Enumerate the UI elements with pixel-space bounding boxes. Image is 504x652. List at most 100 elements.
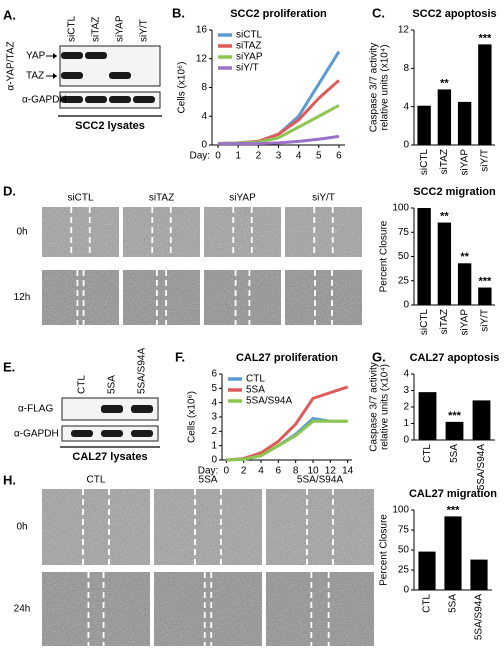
x-tick-label: 4	[296, 151, 302, 162]
x-tick-label: 0	[215, 151, 221, 162]
chart-title: CAL27 proliferation	[236, 352, 338, 364]
band	[71, 430, 93, 437]
band	[85, 96, 107, 103]
timepoint-label: 0h	[16, 522, 27, 533]
y-tick-label: 0	[211, 455, 217, 466]
bar	[457, 263, 472, 305]
y-tick-label: 3	[211, 412, 217, 423]
x-tick-label: 2	[241, 466, 247, 477]
x-tick-label: siY/T	[480, 149, 491, 172]
antibody: α-YAP/TAZ	[6, 41, 17, 90]
lane-label: 5SA	[107, 375, 118, 394]
panel-letter: F.	[175, 349, 185, 364]
bar	[418, 392, 437, 440]
lane-label: siY/T	[312, 193, 335, 204]
significance-label: ***	[478, 275, 492, 287]
micrograph-texture	[42, 207, 119, 257]
x-tick-label: 8	[293, 466, 299, 477]
y-tick-label: 75	[398, 525, 410, 536]
y-tick-label: 0	[201, 140, 207, 151]
significance-label: ***	[448, 410, 462, 422]
y-tick-label: 2	[211, 426, 217, 437]
band	[61, 96, 83, 103]
x-tick-label: CTL	[422, 444, 433, 463]
bar	[444, 516, 462, 590]
bar	[457, 101, 472, 145]
x-tick-label: 6	[276, 466, 282, 477]
x-tick-label: 5SA/S94A	[476, 444, 487, 490]
caption: CAL27 lysates	[72, 451, 147, 463]
micrograph-texture	[266, 572, 374, 646]
timepoint-label: 24h	[14, 604, 31, 615]
timepoint-label: 12h	[14, 292, 31, 303]
band	[131, 405, 153, 413]
x-tick-label: siYAP	[459, 309, 470, 336]
x-tick-label: siCTL	[419, 309, 430, 336]
y-tick-label: 16	[196, 25, 208, 36]
y-tick-label: 50	[398, 545, 410, 556]
band-label: TAZ	[26, 71, 44, 82]
y-tick-label: 8	[403, 63, 409, 74]
y-tick-label: 2	[403, 402, 409, 413]
panel-letter: D.	[3, 183, 16, 198]
x-tick-label: 14	[342, 466, 354, 477]
band-label: YAP	[26, 51, 46, 62]
band	[85, 52, 107, 59]
y-tick-label: 5	[211, 383, 217, 394]
chart-title: SCC2 apoptosis	[412, 8, 496, 20]
lane-label: siCTL	[67, 15, 78, 42]
micrograph-texture	[285, 270, 362, 325]
lane-label: 5SA/S94A	[297, 475, 343, 486]
caption: SCC2 lysates	[75, 120, 145, 132]
y-axis-label: Caspase 3/7 activity	[369, 43, 380, 133]
x-tick-label: 5SA/S94A	[474, 594, 485, 640]
legend-label: CTL	[246, 374, 265, 385]
band	[131, 430, 153, 437]
legend-label: 5SA	[246, 385, 265, 396]
panel-letter: G.	[372, 349, 386, 364]
x-tick-label: 0	[224, 466, 230, 477]
lane-label: 5SA/S94A	[137, 348, 148, 394]
y-tick-label: 0	[403, 585, 409, 596]
panel-letter: C.	[372, 5, 385, 20]
bar	[437, 222, 452, 305]
y-tick-label: 25	[398, 565, 410, 576]
band	[133, 96, 155, 103]
bar	[437, 89, 452, 145]
antibody: α-FLAG	[18, 404, 53, 415]
x-tick-label: siY/T	[480, 309, 491, 332]
x-tick-label: 12	[325, 466, 337, 477]
significance-label: **	[440, 210, 449, 222]
x-tick-label: siCTL	[419, 149, 430, 176]
micrograph-texture	[154, 572, 262, 646]
x-tick-label: siYAP	[459, 149, 470, 176]
chart-title: SCC2 migration	[413, 186, 496, 198]
y-tick-label: 100	[392, 505, 409, 516]
lane-label: siTAZ	[91, 17, 102, 42]
x-tick-label: siTAZ	[439, 309, 450, 334]
x-tick-label: 2	[256, 151, 262, 162]
micrograph-texture	[123, 207, 200, 257]
band	[101, 430, 123, 437]
legend-label: siCTL	[236, 30, 263, 41]
band	[101, 405, 123, 413]
y-axis-label: Percent Closure	[379, 514, 390, 586]
bar	[470, 559, 488, 590]
y-axis-label: relative units (x10⁴)	[380, 45, 391, 131]
chart-title: CAL27 migration	[409, 488, 497, 500]
chart-title: CAL27 apoptosis	[410, 352, 500, 364]
micrograph-texture	[42, 572, 150, 646]
x-tick-label: 10	[307, 466, 319, 477]
lane-label: siTAZ	[149, 193, 174, 204]
y-tick-label: 8	[201, 82, 207, 93]
lane-label: siCTL	[67, 193, 94, 204]
bar	[472, 400, 491, 440]
micrograph-texture	[42, 489, 150, 565]
y-tick-label: 3	[403, 385, 409, 396]
lane-label: siY/T	[139, 19, 150, 42]
y-tick-label: 75	[398, 227, 410, 238]
band	[61, 72, 83, 79]
bar	[418, 551, 436, 590]
x-tick-label: 5SA	[448, 594, 459, 613]
